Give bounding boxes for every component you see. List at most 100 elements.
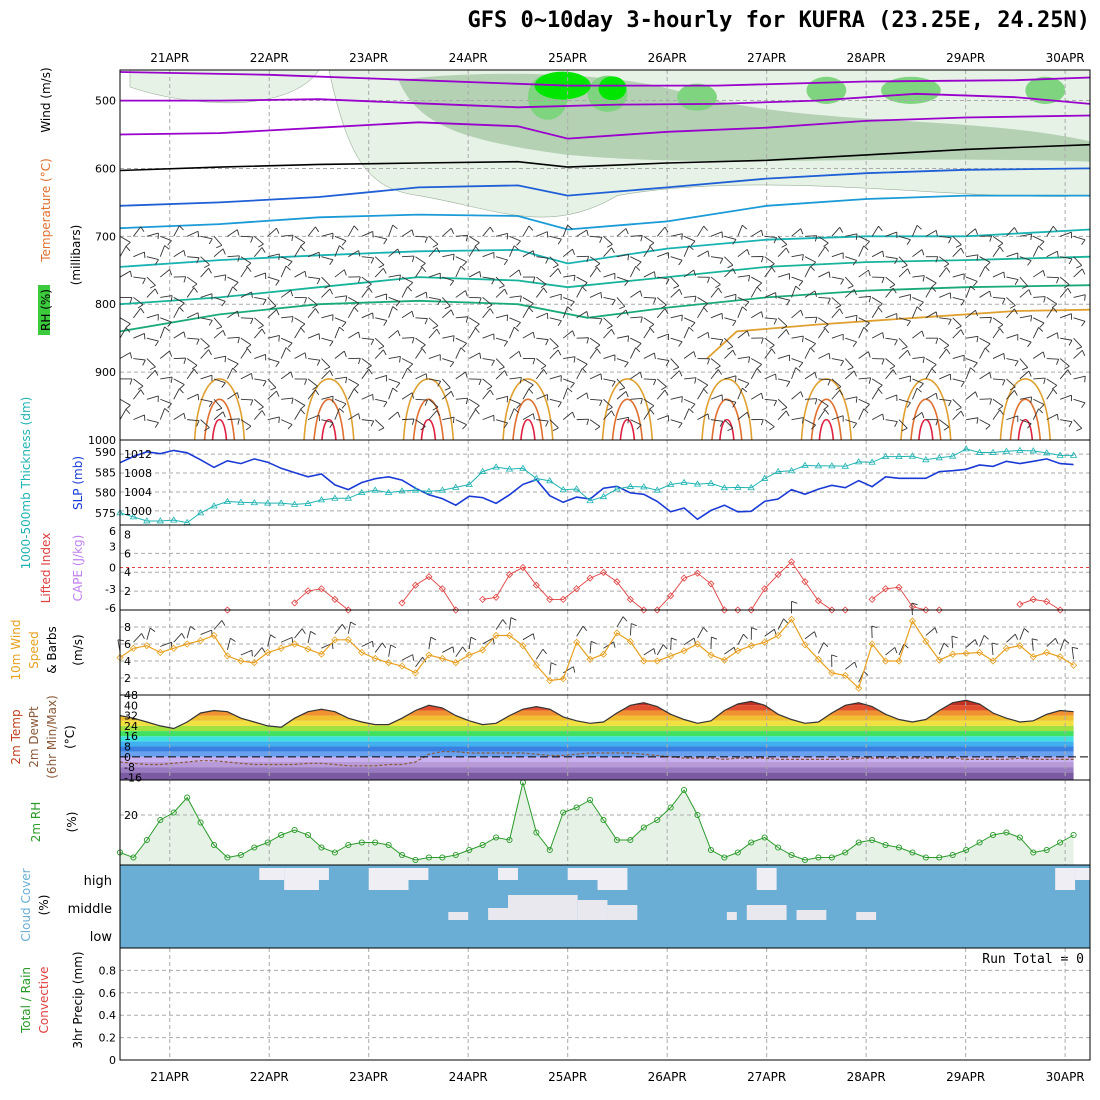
wind-barb xyxy=(361,419,374,422)
wind-barb xyxy=(629,266,637,278)
wind-barb xyxy=(1038,245,1044,251)
wind-barb xyxy=(670,288,680,298)
wind-barb xyxy=(285,265,291,271)
wind-barb xyxy=(549,349,559,359)
rh-legend-swatch xyxy=(38,285,50,335)
cloud-middle-block xyxy=(746,905,787,920)
wind-barb xyxy=(462,646,467,652)
wind-barb xyxy=(881,358,885,365)
wind-barb xyxy=(321,276,331,286)
wind-barb xyxy=(227,418,240,421)
wind-barb xyxy=(777,618,784,630)
wind-barb xyxy=(444,305,451,310)
wind-barb xyxy=(522,225,530,237)
wind-barb xyxy=(925,627,936,636)
wind-barb xyxy=(425,373,428,380)
wind-barb xyxy=(528,384,534,390)
wind-barb xyxy=(240,419,252,427)
wind-barb xyxy=(1030,233,1033,241)
wind-barb xyxy=(997,405,1004,411)
wind-barb xyxy=(639,290,643,297)
wind-speed-marker xyxy=(223,652,232,660)
wind-barb xyxy=(208,320,213,326)
temp-contour-surface xyxy=(711,398,743,441)
wind-barb xyxy=(683,269,695,278)
wind-barb xyxy=(368,287,373,293)
wind-barb xyxy=(341,321,347,328)
wind-barb xyxy=(549,317,562,322)
wind-barb xyxy=(737,378,750,384)
wind-barb xyxy=(798,362,804,368)
wind-barb xyxy=(411,311,415,318)
thickness-marker xyxy=(170,516,178,523)
wind-barb xyxy=(823,242,829,248)
thickness-marker xyxy=(693,480,702,487)
wind-barb xyxy=(818,235,829,244)
wind-barb xyxy=(133,251,145,258)
wind-barb xyxy=(882,332,885,339)
wind-barb xyxy=(253,328,263,339)
wind-speed-marker xyxy=(210,631,218,640)
wind-barb xyxy=(938,642,945,655)
wind-barb xyxy=(603,235,613,245)
wind-barb xyxy=(167,240,172,246)
wind-barb xyxy=(227,358,239,365)
wind-barb xyxy=(133,389,142,400)
wind-barb xyxy=(991,642,998,645)
wind-barb xyxy=(331,643,334,650)
wind-barb xyxy=(374,642,383,653)
wind10m-units-label: (m/s) xyxy=(71,634,85,665)
wind-speed-marker xyxy=(183,640,191,648)
wind-barb xyxy=(563,274,576,278)
wind-barb xyxy=(254,317,264,326)
cloud-high-block xyxy=(756,868,777,890)
wind-barb xyxy=(504,288,508,295)
wind-axis-label: Wind (m/s) xyxy=(39,67,53,132)
wind-barb xyxy=(724,349,734,359)
wind-barb xyxy=(898,317,911,322)
wind-barb xyxy=(939,292,951,298)
lifted-index-marker xyxy=(559,595,567,603)
wind-barb xyxy=(858,317,870,324)
wind-barb xyxy=(307,378,318,387)
cape-tick-label: 2 xyxy=(124,585,131,598)
wind-barb xyxy=(649,409,655,415)
wind-barb xyxy=(627,254,630,261)
wind-barb xyxy=(1028,370,1032,377)
wind-barb xyxy=(983,635,989,640)
wind-barb xyxy=(732,402,737,408)
rh2m-marker xyxy=(775,844,782,851)
lifted-index-marker xyxy=(438,585,446,593)
wind-barb xyxy=(1081,268,1086,275)
lifted-index-marker xyxy=(1056,606,1064,614)
wind-barb xyxy=(611,299,616,306)
lifted-index-marker xyxy=(895,583,903,591)
wind-barb xyxy=(1003,353,1005,360)
wind-barb xyxy=(952,410,962,420)
wind-barb xyxy=(898,419,908,429)
wind-barb xyxy=(522,250,534,258)
wind-barb xyxy=(545,420,549,427)
wind-speed-marker xyxy=(667,652,675,660)
wind-barb xyxy=(576,276,588,284)
wind-barb xyxy=(509,326,515,339)
wind-barb xyxy=(237,255,240,262)
wind-barb xyxy=(1046,332,1058,339)
lifted-index-marker xyxy=(1029,595,1037,603)
wind-barb xyxy=(557,349,562,356)
wind-barb xyxy=(844,358,854,368)
wind-barb xyxy=(925,229,937,237)
wind-barb xyxy=(853,289,857,296)
wind-barb xyxy=(922,356,925,364)
wind-barb xyxy=(791,228,802,237)
wind-barb xyxy=(347,225,355,237)
wind-barb xyxy=(455,256,467,263)
thickness-marker xyxy=(196,509,205,516)
wind-barb xyxy=(948,400,952,407)
wind-barb xyxy=(630,419,642,426)
wind-barb xyxy=(321,288,331,298)
wind-barb xyxy=(868,377,872,384)
wind-barb xyxy=(939,256,950,265)
wind-tick-label: 8 xyxy=(124,621,131,634)
wind-barb xyxy=(149,366,156,371)
